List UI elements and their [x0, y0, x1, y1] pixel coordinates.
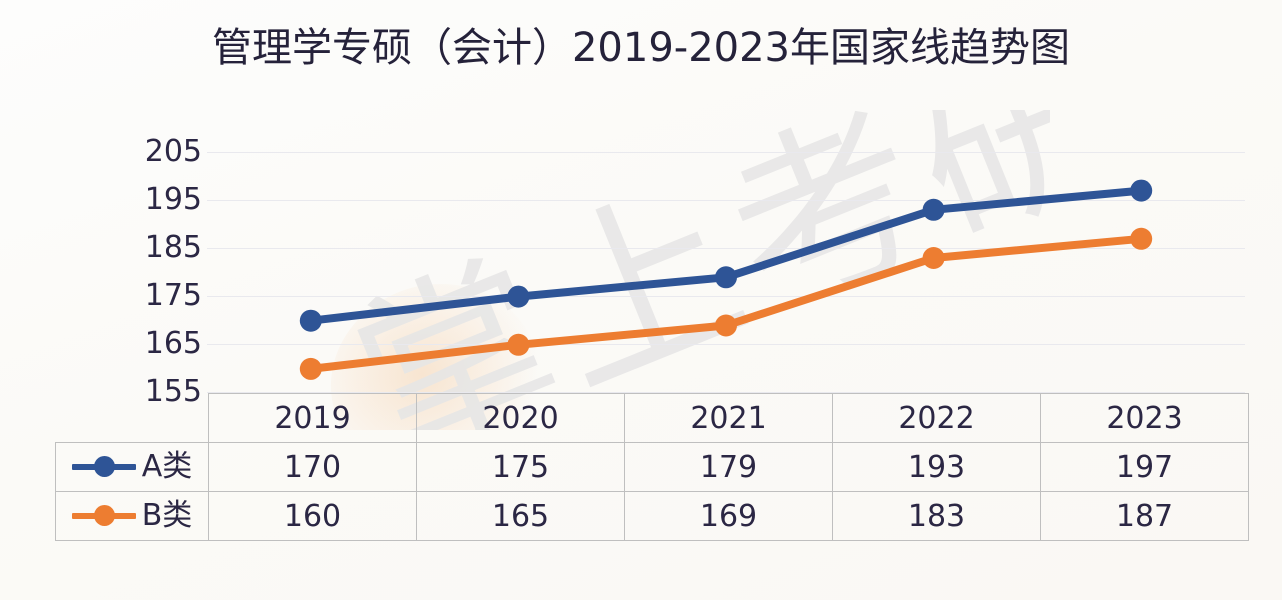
table-header-2022: 2022 — [832, 393, 1041, 443]
gridline-165 — [207, 344, 1245, 345]
legend-item-a[interactable]: A类 — [55, 442, 209, 492]
data-point-B类-2023 — [1130, 227, 1153, 250]
y-tick-165: 165 — [144, 326, 202, 361]
legend-line-marker-icon — [71, 456, 136, 478]
plot-area — [207, 152, 1245, 393]
table-corner-cell — [56, 394, 209, 443]
y-tick-195: 195 — [144, 182, 202, 217]
cell-a-2022: 193 — [832, 442, 1041, 492]
y-tick-205: 205 — [144, 134, 202, 169]
line-series-a — [306, 186, 1146, 325]
y-tick-155: 155 — [144, 374, 202, 409]
table-row: A类 170 175 179 193 197 — [55, 442, 1249, 492]
cell-b-2019: 160 — [208, 491, 417, 541]
data-table: 2019 2020 2021 2022 2023 A类 170 175 179 … — [55, 393, 1249, 541]
gridline-175 — [207, 296, 1245, 297]
markers-series-b — [299, 227, 1153, 380]
data-point-B类-2020 — [507, 333, 530, 356]
cell-a-2023: 197 — [1040, 442, 1249, 492]
markers-series-a — [299, 179, 1153, 332]
legend-line-marker-icon — [71, 505, 136, 527]
data-point-B类-2022 — [922, 247, 945, 269]
data-point-A类-2022 — [922, 198, 945, 221]
data-point-A类-2023 — [1130, 179, 1153, 202]
legend-label-b: B类 — [141, 498, 193, 533]
data-point-A类-2021 — [715, 266, 737, 289]
y-tick-185: 185 — [144, 230, 202, 265]
cell-a-2021: 179 — [624, 442, 833, 492]
cell-a-2019: 170 — [208, 442, 417, 492]
table-header-2023: 2023 — [1040, 393, 1249, 443]
table-header-2021: 2021 — [624, 393, 833, 443]
gridline-205 — [207, 152, 1245, 153]
chart-title: 管理学专硕（会计）2019-2023年国家线趋势图 — [211, 25, 1071, 71]
gridline-185 — [207, 248, 1245, 249]
data-point-A类-2020 — [507, 285, 530, 308]
cell-b-2023: 187 — [1040, 491, 1249, 541]
data-point-A类-2019 — [299, 309, 322, 332]
table-header-row: 2019 2020 2021 2022 2023 — [56, 393, 1249, 443]
table-header-2020: 2020 — [416, 393, 625, 443]
series-lines — [299, 179, 1153, 380]
gridline-155 — [207, 392, 1245, 393]
data-point-B类-2019 — [299, 357, 322, 380]
legend-item-b[interactable]: B类 — [55, 491, 209, 541]
gridline-195 — [207, 200, 1245, 201]
table-header-2019: 2019 — [208, 393, 417, 443]
table-row: B类 160 165 169 183 187 — [55, 491, 1249, 541]
cell-a-2020: 175 — [416, 442, 625, 492]
cell-b-2020: 165 — [416, 491, 625, 541]
y-tick-175: 175 — [144, 278, 202, 313]
cell-b-2021: 169 — [624, 491, 833, 541]
legend-label-a: A类 — [141, 449, 193, 484]
data-point-B类-2021 — [715, 314, 737, 337]
cell-b-2022: 183 — [832, 491, 1041, 541]
